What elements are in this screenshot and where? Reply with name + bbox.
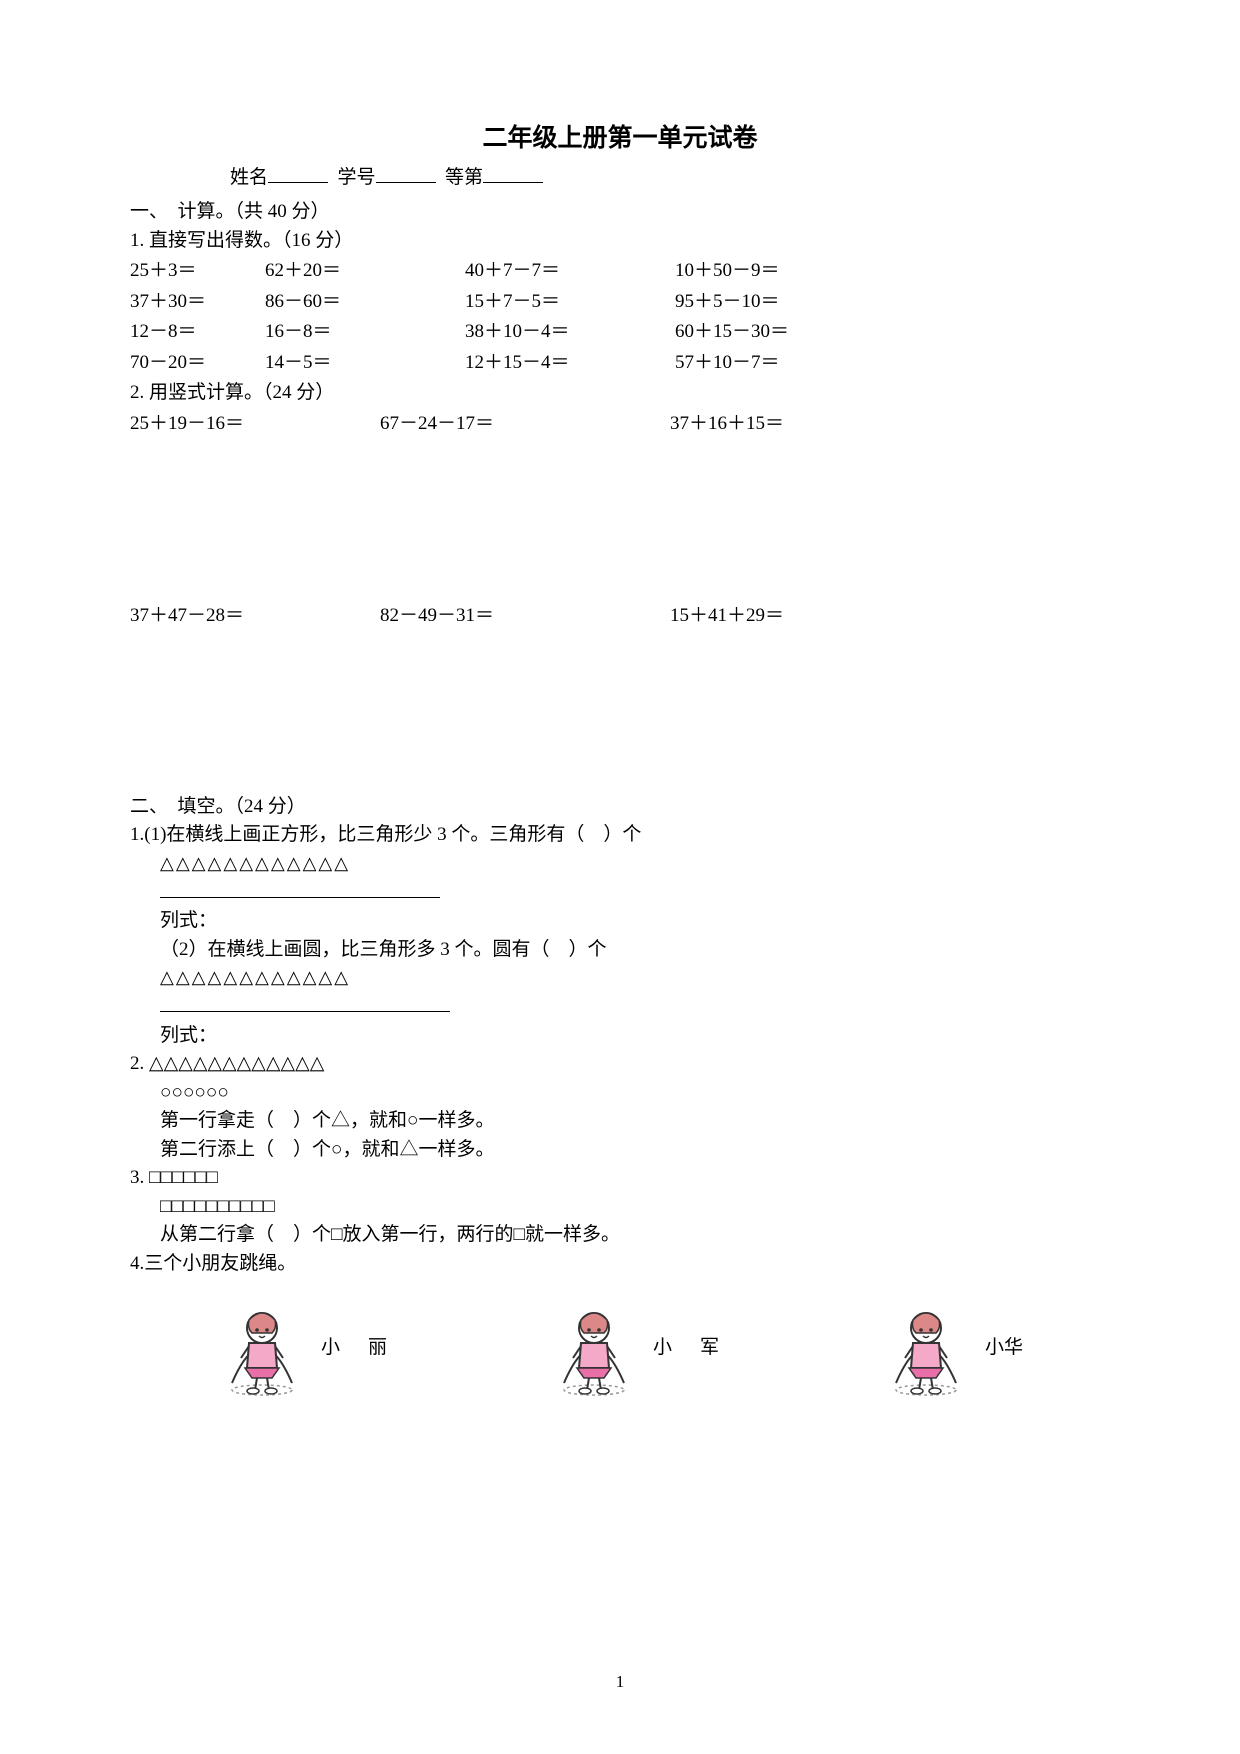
jump-rope-kid-icon [217, 1298, 307, 1398]
mental-q: 57＋10－7＝ [675, 349, 1110, 378]
mental-q: 10＋50－9＝ [675, 257, 1110, 286]
s2-q2-top: 2. △△△△△△△△△△△△ [130, 1050, 1110, 1079]
kid-name: 小丽 [321, 1334, 415, 1363]
kid-item: 小丽 [217, 1298, 415, 1398]
mental-q: 70－20＝ [130, 349, 265, 378]
page-number: 1 [616, 1669, 625, 1695]
kids-row: 小丽 小军 [130, 1298, 1110, 1398]
mental-row: 12－8＝ 16－8＝ 38＋10－4＝ 60＋15－30＝ [130, 318, 1110, 347]
vertical-q: 25＋19－16＝ [130, 410, 380, 439]
vertical-q: 15＋41＋29＝ [670, 602, 1110, 631]
mental-row: 70－20＝ 14－5＝ 12＋15－4＝ 57＋10－7＝ [130, 349, 1110, 378]
mental-q: 38＋10－4＝ [465, 318, 675, 347]
mental-q: 62＋20＝ [265, 257, 465, 286]
vertical-q: 82－49－31＝ [380, 602, 670, 631]
section-1-header: 一、 计算。（共 40 分） [130, 198, 1110, 227]
s2-q3-bot: □□□□□□□□□□ [130, 1193, 1110, 1222]
mental-q: 60＋15－30＝ [675, 318, 1110, 347]
q2-label: 2. 用竖式计算。（24 分） [130, 379, 1110, 408]
id-label: 学号 [338, 167, 376, 188]
vertical-row: 25＋19－16＝ 67－24－17＝ 37＋16＋15＝ [130, 410, 1110, 439]
mental-q: 12＋15－4＝ [465, 349, 675, 378]
q1-label: 1. 直接写出得数。（16 分） [130, 227, 1110, 256]
s2-q3-line: 从第二行拿（ ）个□放入第一行，两行的□就一样多。 [130, 1221, 1110, 1250]
vertical-q: 37＋16＋15＝ [670, 410, 1110, 439]
triangle-row: △△△△△△△△△△△△ [130, 964, 1110, 991]
page-title: 二年级上册第一单元试卷 [130, 120, 1110, 158]
mental-q: 25＋3＝ [130, 257, 265, 286]
lieshi-label: 列式： [130, 907, 1110, 936]
mental-q: 95＋5－10＝ [675, 288, 1110, 317]
lieshi-label: 列式： [130, 1022, 1110, 1051]
mental-q: 16－8＝ [265, 318, 465, 347]
mental-row: 37＋30＝ 86－60＝ 15＋7－5＝ 95＋5－10＝ [130, 288, 1110, 317]
mental-q: 86－60＝ [265, 288, 465, 317]
s2-q3-top: 3. □□□□□□ [130, 1164, 1110, 1193]
mental-row: 25＋3＝ 62＋20＝ 40＋7－7＝ 10＋50－9＝ [130, 257, 1110, 286]
kid-item: 小军 [549, 1298, 747, 1398]
mental-q: 37＋30＝ [130, 288, 265, 317]
s2-q2-bot: ○○○○○○ [130, 1079, 1110, 1108]
triangle-row: △△△△△△△△△△△△ [130, 850, 1110, 877]
mental-q: 40＋7－7＝ [465, 257, 675, 286]
mental-q: 12－8＝ [130, 318, 265, 347]
meta-row: 姓名 学号 等第 [130, 164, 1110, 193]
section-2-header: 二、 填空。（24 分） [130, 793, 1110, 822]
kid-name: 小华 [985, 1334, 1023, 1363]
grade-label: 等第 [445, 167, 483, 188]
mental-q: 14－5＝ [265, 349, 465, 378]
s2-q2-l2: 第二行添上（ ）个○，就和△一样多。 [130, 1136, 1110, 1165]
jump-rope-kid-icon [549, 1298, 639, 1398]
name-label: 姓名 [230, 167, 268, 188]
s2-q1a: 1.(1)在横线上画正方形，比三角形少 3 个。三角形有（ ）个 [130, 821, 1110, 850]
jump-rope-kid-icon [881, 1298, 971, 1398]
kid-name: 小军 [653, 1334, 747, 1363]
vertical-q: 37＋47－28＝ [130, 602, 380, 631]
vertical-q: 67－24－17＝ [380, 410, 670, 439]
draw-line [160, 991, 450, 1012]
s2-q2-l1: 第一行拿走（ ）个△，就和○一样多。 [130, 1107, 1110, 1136]
vertical-row: 37＋47－28＝ 82－49－31＝ 15＋41＋29＝ [130, 602, 1110, 631]
s2-q1b: （2）在横线上画圆，比三角形多 3 个。圆有（ ）个 [130, 936, 1110, 965]
draw-line [160, 877, 440, 898]
mental-q: 15＋7－5＝ [465, 288, 675, 317]
s2-q4-label: 4.三个小朋友跳绳。 [130, 1250, 1110, 1279]
kid-item: 小华 [881, 1298, 1023, 1398]
